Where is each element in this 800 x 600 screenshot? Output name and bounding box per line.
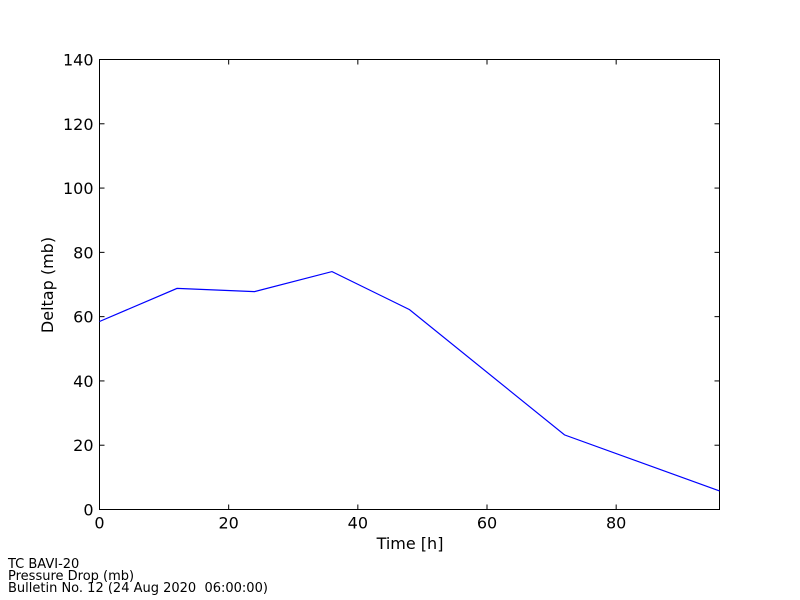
- y-tick-label: 80: [73, 243, 93, 262]
- y-tick-label: 100: [63, 179, 94, 198]
- plot-area: [99, 59, 720, 510]
- y-tick-label: 60: [73, 308, 93, 327]
- x-tick-label: 20: [218, 514, 238, 533]
- plot-frame: [99, 59, 720, 510]
- x-tick-label: 40: [348, 514, 368, 533]
- series-layer: [99, 270, 720, 492]
- caption-line-2: Pressure Drop (mb): [8, 569, 135, 584]
- x-tick-label: 60: [477, 514, 497, 533]
- y-tick-label: 20: [73, 436, 93, 455]
- caption-line-1: TC BAVI-20: [8, 557, 80, 572]
- series-line: [99, 270, 720, 492]
- y-tick-label: 0: [83, 501, 93, 520]
- x-tick-label: 0: [94, 514, 104, 533]
- y-tick-label: 40: [73, 372, 93, 391]
- y-tick-label: 140: [63, 51, 94, 70]
- x-axis-ticks: 0 20 40 60 80: [94, 59, 626, 533]
- y-axis-label: Deltap (mb): [38, 237, 57, 333]
- y-tick-label: 120: [63, 115, 94, 134]
- x-axis-label: Time [h]: [376, 534, 444, 553]
- caption-line-3: Bulletin No. 12 (24 Aug 2020 06:00:00): [8, 581, 268, 596]
- x-tick-label: 80: [606, 514, 626, 533]
- y-axis-ticks: 0 20 40 60 80 100 120 140: [63, 51, 720, 520]
